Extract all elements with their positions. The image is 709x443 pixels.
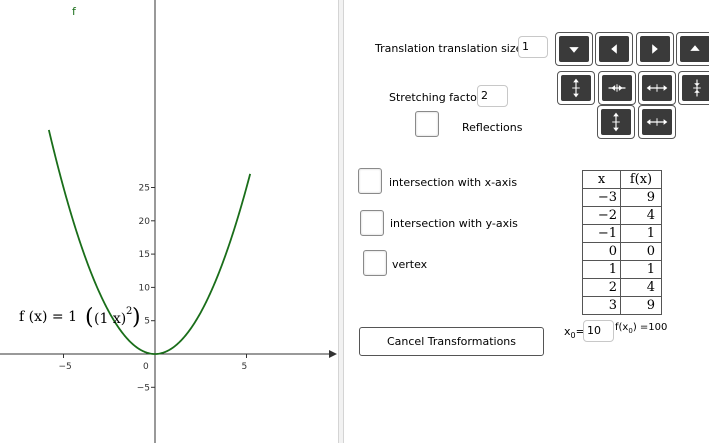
formula-inner: (1 x) bbox=[94, 311, 126, 327]
y-tick-label: 10 bbox=[139, 283, 151, 293]
table-cell-fx: 9 bbox=[620, 188, 662, 207]
table-cell-x: 1 bbox=[582, 260, 621, 279]
intersection-y-label: intersection with y-axis bbox=[390, 217, 518, 230]
formula-prefix: f (x) = 1 bbox=[19, 309, 77, 325]
function-formula: f (x) = 1 ( (1 x) 2 ) bbox=[19, 305, 141, 330]
stretch-vertical-icon bbox=[572, 78, 580, 98]
y-tick-label: 5 bbox=[144, 317, 150, 327]
compress-horizontal-icon bbox=[608, 84, 626, 92]
table-header-fx: f(x) bbox=[620, 170, 662, 189]
fx0-text: f(x bbox=[615, 322, 629, 333]
vertex-checkbox[interactable] bbox=[363, 250, 387, 276]
stretch-vertical-button[interactable] bbox=[557, 71, 595, 105]
table-cell-fx: 9 bbox=[620, 296, 662, 315]
stretching-label: Stretching factor bbox=[389, 91, 482, 104]
translation-size-input[interactable]: 1 bbox=[518, 36, 548, 58]
reflect-horizontal-button[interactable] bbox=[638, 105, 676, 139]
arrow-right-icon bbox=[652, 44, 658, 54]
reflections-label: Reflections bbox=[462, 121, 523, 134]
y-tick-label: 25 bbox=[139, 184, 150, 194]
compress-horizontal-button[interactable] bbox=[598, 71, 636, 105]
table-row: −1 1 bbox=[582, 224, 662, 243]
x0-equals: = bbox=[575, 325, 585, 338]
parabola-curve[interactable] bbox=[47, 129, 252, 355]
x-tick-label: 5 bbox=[242, 362, 248, 372]
reflections-checkbox[interactable] bbox=[415, 111, 439, 137]
arrow-up-icon bbox=[690, 45, 700, 51]
x-tick-label: −5 bbox=[59, 362, 72, 372]
table-cell-x: 2 bbox=[582, 278, 621, 297]
fx0-value: ) =100 bbox=[632, 322, 668, 333]
cancel-transformations-button[interactable]: Cancel Transformations bbox=[359, 327, 544, 356]
arrow-down-icon bbox=[569, 47, 579, 53]
table-cell-x: 0 bbox=[582, 242, 621, 261]
x-axis-arrow-icon bbox=[329, 350, 337, 358]
intersection-x-checkbox[interactable] bbox=[358, 168, 382, 194]
x0-label: x0= bbox=[564, 325, 585, 340]
fx0-subscript: 0 bbox=[628, 327, 633, 335]
y-tick-label: 15 bbox=[139, 250, 150, 260]
table-row: −3 9 bbox=[582, 188, 662, 207]
compress-vertical-button[interactable] bbox=[678, 71, 709, 105]
panel-divider[interactable] bbox=[338, 0, 344, 443]
stretch-horizontal-button[interactable] bbox=[638, 71, 676, 105]
table-cell-fx: 4 bbox=[620, 206, 662, 225]
compress-vertical-icon bbox=[693, 79, 701, 97]
table-cell-fx: 1 bbox=[620, 224, 662, 243]
translation-label: Translation translation size bbox=[375, 42, 523, 55]
translate-down-button[interactable] bbox=[555, 32, 593, 66]
reflect-horizontal-icon bbox=[646, 118, 668, 126]
table-cell-fx: 1 bbox=[620, 260, 662, 279]
vertex-label: vertex bbox=[392, 258, 428, 271]
y-tick-label: −5 bbox=[137, 383, 150, 393]
translate-up-button[interactable] bbox=[676, 32, 709, 66]
table-header-x: x bbox=[582, 170, 621, 189]
table-cell-x: −2 bbox=[582, 206, 621, 225]
intersection-x-label: intersection with x-axis bbox=[389, 176, 518, 189]
stretching-factor-input[interactable]: 2 bbox=[477, 85, 508, 107]
arrow-left-icon bbox=[611, 44, 617, 54]
x0-input[interactable]: 10 bbox=[583, 320, 614, 342]
formula-exponent: 2 bbox=[126, 306, 132, 317]
table-cell-fx: 0 bbox=[620, 242, 662, 261]
function-graph[interactable]: −5 0 5 25 20 15 10 5 −5 f f (x) = 1 ( (1 x) 2 ) bbox=[0, 0, 338, 443]
formula-paren-left: ( bbox=[85, 305, 94, 330]
reflect-vertical-button[interactable] bbox=[597, 105, 635, 139]
translate-right-button[interactable] bbox=[636, 32, 674, 66]
x0-symbol: x bbox=[564, 325, 571, 338]
translate-left-button[interactable] bbox=[595, 32, 633, 66]
fx0-result: f(x0) =100 bbox=[615, 322, 667, 335]
function-label: f bbox=[72, 5, 77, 18]
table-cell-x: 3 bbox=[582, 296, 621, 315]
table-cell-fx: 4 bbox=[620, 278, 662, 297]
intersection-y-checkbox[interactable] bbox=[360, 210, 384, 236]
x-tick-label: 0 bbox=[143, 362, 149, 372]
x0-subscript: 0 bbox=[570, 331, 576, 341]
stretch-horizontal-icon bbox=[646, 84, 668, 92]
table-cell-x: −3 bbox=[582, 188, 621, 207]
formula-paren-right: ) bbox=[132, 305, 141, 330]
reflect-vertical-icon bbox=[612, 112, 620, 132]
table-cell-x: −1 bbox=[582, 224, 621, 243]
table-row: −2 4 bbox=[582, 206, 662, 225]
table-header-row: x f(x) bbox=[582, 170, 662, 189]
y-tick-label: 20 bbox=[139, 217, 151, 227]
